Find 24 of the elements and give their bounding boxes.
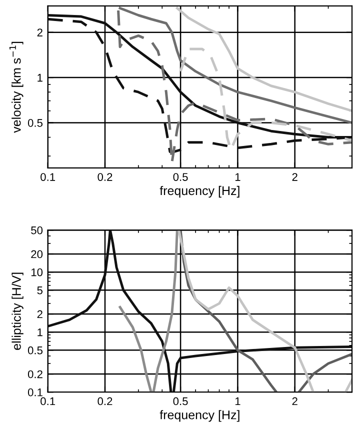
y-tick-label: 1	[38, 328, 42, 336]
y-tick-label: 2	[37, 28, 42, 36]
x-tick-label: 2	[292, 397, 298, 406]
y-tick-label: 0.2	[28, 370, 42, 378]
x-tick-label: 0.2	[98, 173, 112, 181]
x-tick-label: 0.2	[98, 397, 112, 406]
y-tick-label: 2	[37, 310, 42, 318]
y-tick-label: 0.1	[28, 388, 42, 396]
y-tick-label: 5	[37, 286, 43, 294]
x-tick-label: 2	[292, 173, 298, 181]
y-tick-label: 50	[31, 226, 43, 234]
y-tick-label: 20	[31, 250, 43, 258]
x-tick-label: 1	[235, 397, 240, 406]
y-axis-title: ellipticity [H/V]	[12, 272, 24, 350]
x-axis-title: frequency [Hz]	[160, 410, 240, 422]
y-tick-label: 0.5	[28, 119, 43, 127]
y-tick-label: 1	[38, 74, 42, 82]
y-tick-label: 10	[31, 268, 43, 276]
y-tick-label: 0.5	[28, 346, 43, 354]
x-axis-title: frequency [Hz]	[160, 186, 240, 198]
y-axis-title: velocity [km s$^{−1}$]	[9, 42, 24, 133]
x-tick-label: 0.5	[173, 173, 188, 181]
x-tick-label: 0.5	[173, 397, 188, 406]
x-tick-label: 1	[235, 173, 240, 181]
